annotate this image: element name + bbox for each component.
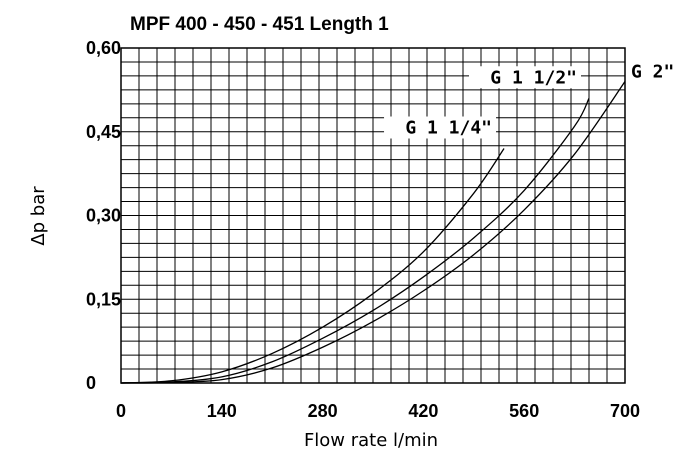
- x-axis-title: Flow rate l/min: [304, 430, 438, 451]
- series-label: G 1 1/4": [405, 118, 492, 139]
- plot-grid: [120, 47, 626, 384]
- y-tick-labels: 0 0,15 0,30 0,45 0,60: [86, 38, 121, 393]
- x-tick-label: 420: [408, 401, 438, 421]
- series-label-background: [384, 116, 497, 139]
- series-line-3: [120, 81, 626, 384]
- plot-frame: [120, 47, 626, 384]
- x-tick-label: 0: [116, 401, 126, 421]
- series-label: G 2": [631, 62, 674, 83]
- series-labels: G 1 1/4" G 1 1/2" G 2": [384, 60, 678, 139]
- series-curves: [120, 81, 626, 384]
- y-tick-label: 0,15: [86, 289, 121, 309]
- series-label: G 1 1/2": [490, 67, 577, 88]
- y-tick-label: 0: [86, 373, 96, 393]
- y-tick-label: 0,60: [86, 38, 121, 58]
- series-line-2: [120, 97, 590, 384]
- x-tick-label: 700: [610, 401, 640, 421]
- series-label-background: [469, 66, 581, 89]
- y-axis-title: Δp bar: [28, 186, 49, 246]
- x-tick-label: 280: [308, 401, 338, 421]
- x-tick-label: 560: [509, 401, 539, 421]
- y-tick-label: 0,30: [86, 206, 121, 226]
- x-tick-labels: 0 140 280 420 560 700: [116, 401, 640, 421]
- series-line-1: [120, 148, 505, 384]
- x-tick-label: 140: [207, 401, 237, 421]
- series-label-background: [627, 60, 678, 83]
- chart-title: MPF 400 - 450 - 451 Length 1: [130, 14, 389, 35]
- y-tick-label: 0,45: [86, 122, 121, 142]
